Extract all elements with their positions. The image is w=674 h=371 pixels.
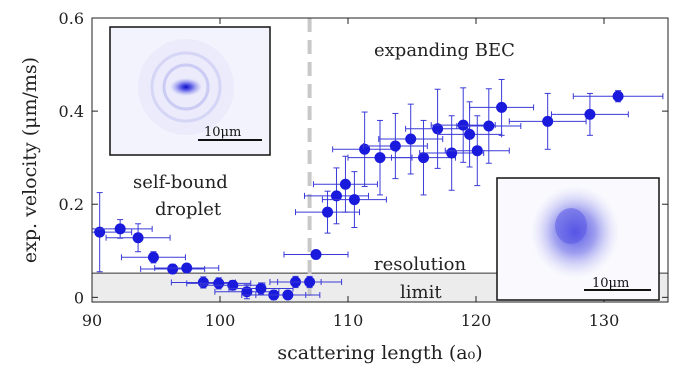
x-axis-label: scattering length (a₀)	[277, 342, 482, 364]
data-marker	[483, 120, 495, 132]
data-marker	[322, 206, 334, 218]
data-point	[105, 223, 171, 253]
data-point	[508, 92, 587, 150]
data-marker	[446, 147, 458, 159]
data-point	[295, 190, 361, 234]
data-marker	[339, 178, 351, 190]
data-marker	[227, 279, 239, 291]
y-tick-label: 0.6	[59, 9, 84, 28]
data-point	[303, 167, 369, 225]
data-point	[283, 249, 349, 261]
expanding-bec-label: expanding BEC	[374, 40, 515, 61]
y-tick-label: 0.2	[59, 195, 84, 214]
y-axis-label: exp. velocity (μm/ms)	[19, 57, 41, 263]
data-point	[92, 219, 153, 239]
data-marker	[418, 152, 430, 164]
data-marker	[310, 249, 322, 261]
data-marker	[612, 90, 624, 102]
data-point	[332, 111, 398, 188]
data-marker	[457, 119, 469, 131]
data-marker	[147, 251, 159, 263]
data-marker	[432, 123, 444, 135]
data-marker	[374, 152, 386, 164]
x-tick-label: 90	[82, 311, 102, 330]
data-point	[228, 282, 294, 295]
data-marker	[94, 226, 106, 238]
droplet-label: droplet	[155, 199, 222, 220]
data-point	[277, 275, 343, 289]
bec-scale-label: 10μm	[592, 276, 629, 291]
limit-label: limit	[400, 282, 442, 303]
droplet-scale-label: 10μm	[204, 125, 241, 140]
bec-inset-image: 10μm	[496, 177, 660, 301]
x-tick-label: 120	[461, 311, 492, 330]
data-point	[437, 101, 503, 168]
x-tick-label: 110	[333, 311, 364, 330]
data-marker	[584, 108, 596, 120]
data-point	[456, 88, 522, 164]
data-marker	[255, 282, 267, 294]
plot-frame	[91, 17, 669, 303]
data-point	[572, 90, 664, 103]
data-marker	[471, 145, 483, 157]
data-point	[200, 279, 266, 291]
data-point	[321, 171, 387, 229]
data-marker	[114, 223, 126, 235]
resolution-label: resolution	[374, 254, 467, 275]
data-marker	[542, 115, 554, 127]
data-marker	[304, 276, 316, 288]
data-marker	[181, 262, 193, 274]
data-point	[154, 262, 220, 274]
data-point	[378, 103, 444, 175]
data-marker	[496, 101, 508, 113]
data-marker	[167, 263, 179, 275]
data-marker	[213, 277, 225, 289]
data-marker	[348, 194, 360, 206]
data-marker	[359, 143, 371, 155]
data-marker	[132, 232, 144, 244]
data-marker	[241, 286, 253, 298]
droplet-inset-image: 10μm	[109, 26, 271, 156]
y-tick-label: 0.4	[59, 102, 84, 121]
data-point	[362, 112, 428, 180]
data-point	[140, 263, 206, 275]
data-point	[186, 277, 252, 290]
data-marker	[282, 289, 294, 301]
data-point	[120, 251, 186, 264]
data-point	[469, 78, 535, 136]
axis-ticks-group: 90 100 110 120 130 0 0.2 0.4 0.6	[59, 9, 668, 330]
data-marker	[330, 190, 342, 202]
data-point	[214, 284, 280, 300]
self-bound-label: self-bound	[133, 172, 228, 193]
data-marker	[464, 128, 476, 140]
data-point	[405, 88, 471, 169]
data-points-group	[92, 78, 664, 301]
data-marker	[389, 140, 401, 152]
data-point	[347, 119, 413, 196]
y-tick-label: 0	[74, 288, 84, 307]
x-tick-label: 100	[205, 311, 236, 330]
data-point	[391, 119, 457, 196]
data-point	[430, 87, 496, 163]
x-tick-label: 130	[589, 311, 620, 330]
data-marker	[197, 276, 209, 288]
data-point	[255, 289, 321, 301]
data-marker	[405, 133, 417, 145]
data-point	[312, 155, 378, 213]
data-point	[444, 115, 510, 187]
data-point	[551, 92, 629, 136]
